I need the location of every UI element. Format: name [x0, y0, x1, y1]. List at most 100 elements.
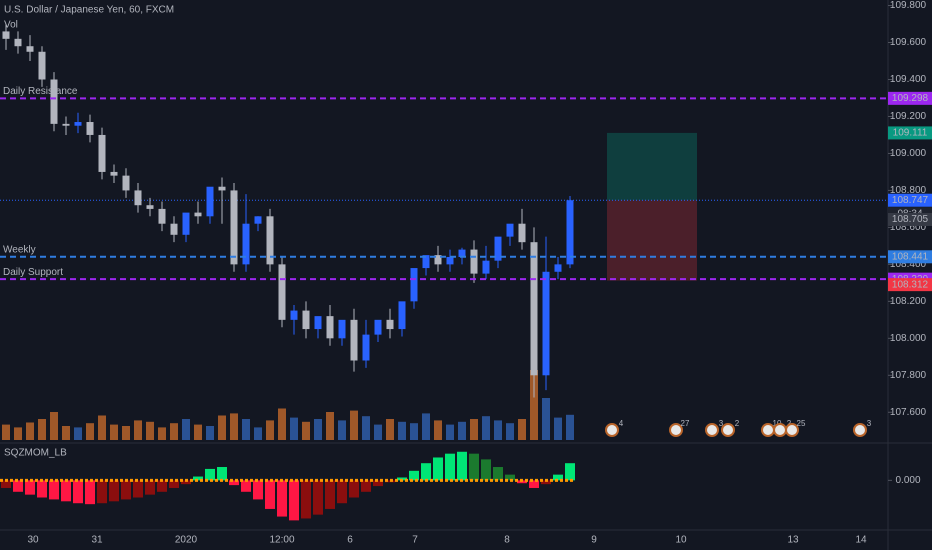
candle-body: [326, 316, 334, 339]
indicator-label: SQZMOM_LB: [4, 448, 67, 459]
volume-bar: [158, 427, 166, 440]
candle-body: [314, 316, 322, 330]
candle-body: [446, 256, 454, 265]
volume-bar: [74, 427, 82, 440]
candle-body: [566, 200, 574, 265]
momentum-bar: [301, 480, 311, 519]
volume-bar: [278, 408, 286, 440]
y-tick-label: 109.400: [890, 74, 927, 85]
volume-bar: [542, 398, 550, 440]
candle-body: [206, 186, 214, 217]
candle-body: [62, 123, 70, 126]
event-icon: [853, 423, 867, 437]
volume-bar: [134, 420, 142, 440]
volume-bar: [122, 426, 130, 440]
candle-body: [170, 223, 178, 235]
volume-bar: [518, 419, 526, 440]
x-tick-label: 12:00: [269, 535, 294, 546]
momentum-bar: [13, 480, 23, 492]
volume-bar: [146, 421, 154, 440]
x-tick-label: 7: [412, 535, 418, 546]
volume-bar: [482, 416, 490, 440]
price-tag: [888, 126, 932, 140]
event-icon: [669, 423, 683, 437]
candle-body: [278, 264, 286, 320]
y-tick-label: 108.200: [890, 296, 927, 307]
event-count: 4: [619, 419, 624, 428]
price-tag: [888, 91, 932, 105]
volume-bar: [338, 420, 346, 440]
x-tick-label: 6: [347, 535, 353, 546]
momentum-bar: [277, 480, 287, 517]
candle-body: [422, 255, 430, 269]
candle-body: [2, 31, 10, 39]
momentum-bar: [61, 480, 71, 502]
x-tick-label: 13: [787, 535, 799, 546]
volume-bar: [230, 413, 238, 440]
candle-body: [266, 216, 274, 265]
y-tick-label: 108.600: [890, 222, 927, 233]
candle-body: [194, 212, 202, 217]
candle-body: [218, 186, 226, 191]
momentum-bar: [553, 474, 563, 481]
momentum-bar: [373, 480, 383, 487]
momentum-bar: [253, 480, 263, 500]
level-name: Daily Resistance: [3, 86, 78, 97]
candle-body: [470, 249, 478, 274]
x-tick-label: 9: [591, 535, 597, 546]
candle-body: [482, 260, 490, 274]
volume-bar: [110, 424, 118, 440]
y-tick-label: 108.800: [890, 185, 927, 196]
momentum-bar: [145, 480, 155, 495]
x-tick-label: 8: [504, 535, 510, 546]
volume-bar: [398, 421, 406, 440]
volume-bar: [350, 410, 358, 440]
volume-bar: [50, 412, 58, 440]
candle-body: [230, 190, 238, 265]
momentum-bar: [349, 480, 359, 498]
event-icon: [785, 423, 799, 437]
momentum-bar: [445, 453, 455, 481]
momentum-bar: [37, 480, 47, 498]
momentum-bar: [121, 480, 131, 500]
momentum-bar: [289, 480, 299, 521]
volume-bar: [326, 412, 334, 440]
momentum-bar: [469, 453, 479, 481]
event-icon: [773, 423, 787, 437]
candle-body: [146, 205, 154, 209]
momentum-bar: [73, 480, 83, 504]
momentum-bar: [541, 480, 551, 485]
x-tick-label: 2020: [175, 535, 198, 546]
candle-body: [50, 79, 58, 124]
candle-body: [98, 134, 106, 172]
momentum-bar: [481, 459, 491, 481]
x-tick-label: 10: [675, 535, 687, 546]
price-tag: [888, 250, 932, 264]
momentum-bar: [529, 480, 539, 488]
y-tick-label: 108.400: [890, 259, 927, 270]
candle-body: [74, 122, 82, 126]
volume-bar: [290, 417, 298, 440]
volume-bar: [374, 424, 382, 440]
volume-bar: [182, 419, 190, 440]
y-tick-label: 109.000: [890, 148, 927, 159]
candle-body: [290, 310, 298, 320]
candle-body: [110, 171, 118, 176]
event-count: 3: [867, 419, 872, 428]
candle-body: [86, 122, 94, 135]
candle-body: [554, 264, 562, 272]
candle-body: [158, 208, 166, 224]
candle-body: [386, 319, 394, 330]
candle-body: [122, 175, 130, 191]
momentum-bar: [313, 480, 323, 515]
volume-bar: [170, 423, 178, 440]
volume-bar: [242, 419, 250, 440]
momentum-bar: [217, 467, 227, 481]
candle-body: [302, 310, 310, 330]
y-tick-label: 109.800: [890, 0, 927, 11]
candle-body: [182, 212, 190, 235]
momentum-bar: [205, 468, 215, 481]
candle-body: [506, 223, 514, 237]
